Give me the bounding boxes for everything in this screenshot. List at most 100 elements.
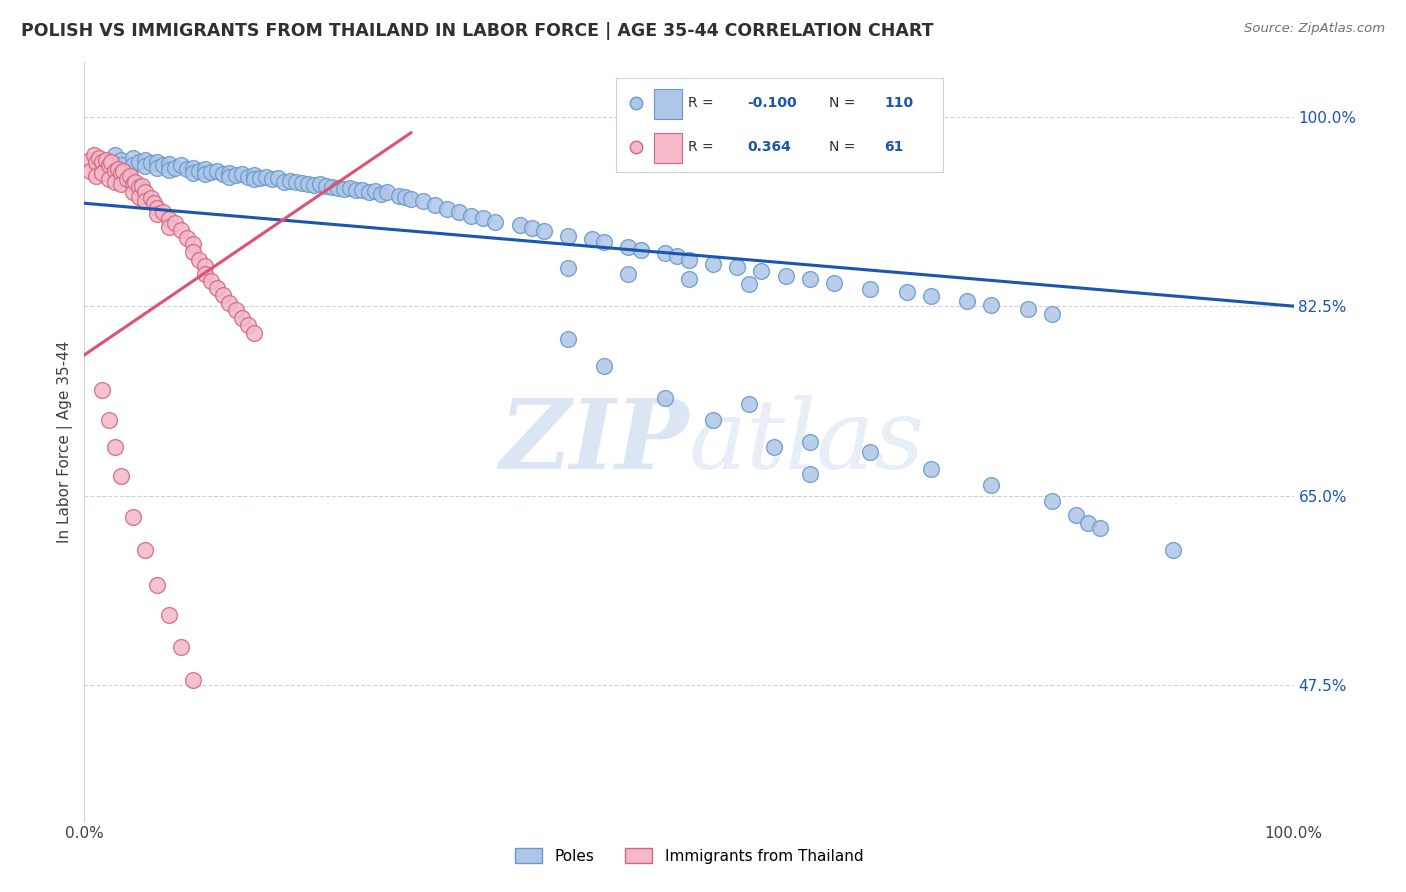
Point xyxy=(1161,542,1184,557)
Point xyxy=(104,175,127,189)
Point xyxy=(236,170,259,185)
Point xyxy=(218,296,240,310)
Point xyxy=(110,177,132,191)
Point xyxy=(128,190,150,204)
Point xyxy=(249,171,271,186)
Point xyxy=(200,165,222,179)
Point xyxy=(181,673,204,687)
Point xyxy=(200,274,222,288)
Point xyxy=(218,166,240,180)
Point xyxy=(121,158,143,172)
Point xyxy=(956,293,979,308)
Text: POLISH VS IMMIGRANTS FROM THAILAND IN LABOR FORCE | AGE 35-44 CORRELATION CHART: POLISH VS IMMIGRANTS FROM THAILAND IN LA… xyxy=(21,22,934,40)
Y-axis label: In Labor Force | Age 35-44: In Labor Force | Age 35-44 xyxy=(58,341,73,542)
Point xyxy=(120,169,142,184)
Point xyxy=(1077,516,1099,530)
Point xyxy=(165,216,187,230)
Point xyxy=(86,155,108,169)
Point xyxy=(1064,508,1087,523)
Point xyxy=(762,440,785,454)
Point xyxy=(388,188,411,202)
Point xyxy=(207,281,229,295)
Point xyxy=(143,196,166,211)
Point xyxy=(110,469,132,483)
Point xyxy=(79,153,101,167)
Point xyxy=(775,268,797,283)
Point xyxy=(128,155,150,169)
Point xyxy=(284,175,308,189)
Point xyxy=(157,162,180,177)
Point xyxy=(146,201,169,215)
Point xyxy=(176,231,198,245)
Point xyxy=(139,156,162,170)
Point xyxy=(97,158,120,172)
Point xyxy=(242,172,264,186)
Point xyxy=(738,396,761,410)
Point xyxy=(297,177,319,191)
Legend: Poles, Immigrants from Thailand: Poles, Immigrants from Thailand xyxy=(509,842,869,870)
Point xyxy=(170,223,193,237)
Point xyxy=(94,153,117,167)
Point xyxy=(267,171,290,186)
Point xyxy=(121,186,143,200)
Point xyxy=(146,161,169,175)
Point xyxy=(115,172,138,186)
Point xyxy=(557,261,579,276)
Point xyxy=(533,224,555,238)
Point xyxy=(321,180,343,194)
Point xyxy=(225,303,247,318)
Point xyxy=(194,161,217,176)
Point xyxy=(112,163,135,178)
Point xyxy=(181,244,204,259)
Point xyxy=(181,161,204,175)
Point xyxy=(134,186,156,200)
Point xyxy=(91,153,114,167)
Point xyxy=(146,155,169,169)
Point xyxy=(678,252,700,267)
Point xyxy=(218,170,240,185)
Point xyxy=(254,170,277,185)
Point xyxy=(328,181,350,195)
Point xyxy=(363,184,385,198)
Point xyxy=(152,205,174,219)
Point xyxy=(423,198,446,212)
Point xyxy=(260,172,283,186)
Point xyxy=(412,194,434,208)
Point xyxy=(751,264,773,278)
Point xyxy=(181,166,204,180)
Point xyxy=(194,167,217,181)
Point xyxy=(920,461,942,475)
Point xyxy=(1040,307,1063,321)
Point xyxy=(581,232,603,246)
Point xyxy=(472,211,495,226)
Point xyxy=(110,166,132,180)
Point xyxy=(436,202,458,216)
Point xyxy=(617,267,640,281)
Point xyxy=(134,542,156,557)
Point xyxy=(83,147,105,161)
Point xyxy=(509,218,531,232)
Point xyxy=(121,510,143,524)
Point xyxy=(1040,494,1063,508)
Point xyxy=(665,249,688,263)
Point xyxy=(188,252,211,267)
Point xyxy=(799,467,821,481)
Point xyxy=(725,260,748,275)
Point xyxy=(302,178,325,192)
Point xyxy=(91,166,114,180)
Point xyxy=(157,607,180,622)
Point xyxy=(449,205,471,219)
Point xyxy=(146,577,169,591)
Point xyxy=(194,267,217,281)
Point xyxy=(87,151,110,165)
Point xyxy=(352,183,374,197)
Point xyxy=(896,285,918,299)
Point xyxy=(738,277,761,292)
Point xyxy=(104,440,127,454)
Point xyxy=(134,194,156,208)
Point xyxy=(170,158,193,172)
Point xyxy=(593,235,616,250)
Point xyxy=(91,383,114,397)
Point xyxy=(194,259,217,273)
Text: ZIP: ZIP xyxy=(499,394,689,489)
